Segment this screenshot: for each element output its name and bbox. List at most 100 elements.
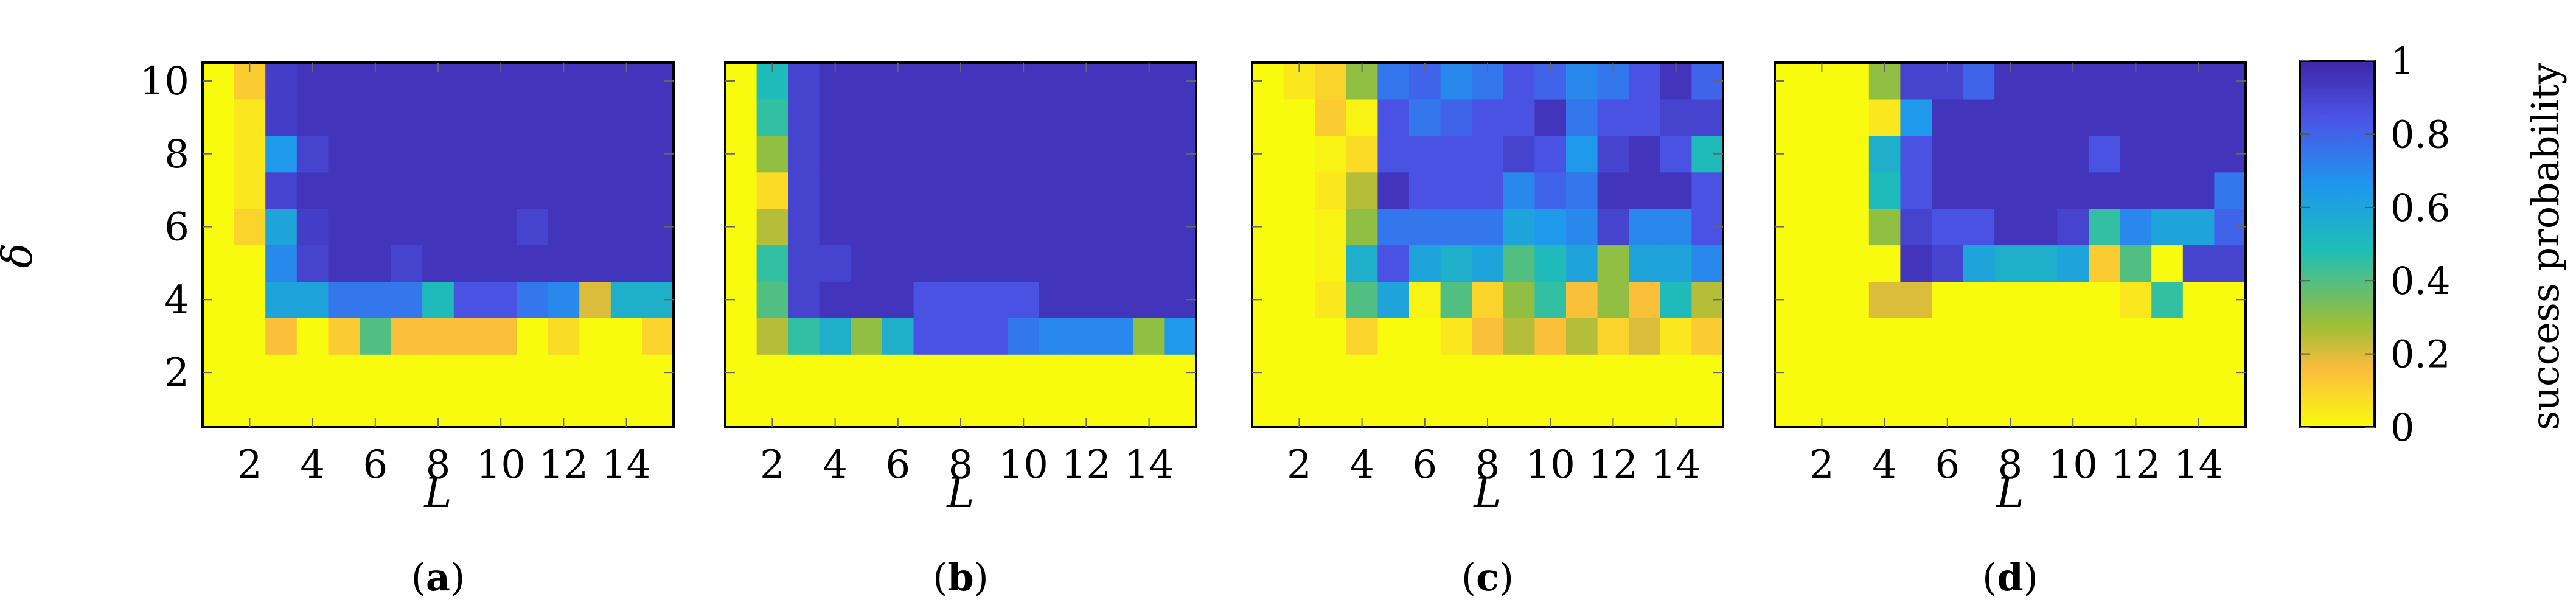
heatmap-cell [851,208,883,246]
heatmap-cell [1252,172,1284,209]
heatmap-cell [1503,281,1535,318]
y-tick-label: 10 [140,59,189,104]
heatmap-cell [788,172,820,209]
panel-label: (b) [933,555,989,599]
x-axis-label: L [1995,469,2024,517]
colorbar-tick-label: 0 [2390,405,2414,450]
heatmap-cell [234,135,266,173]
heatmap-cell [2089,354,2121,391]
heatmap-cell [1070,354,1102,391]
heatmap-cell [1806,99,1838,136]
heatmap-cell [1597,135,1629,173]
heatmap-cell [579,354,611,391]
heatmap-cell [1629,318,1661,355]
x-tick-label: 12 [1589,442,1638,487]
heatmap-cell [1534,245,1567,282]
heatmap-cell [453,391,486,428]
heatmap-cell [1039,135,1071,173]
heatmap-cell [788,354,820,391]
heatmap-cell [756,135,788,173]
heatmap-panel-2: 2 4 6 8 10 12 14 L (c) [1251,61,1724,599]
heatmap-cell [1994,281,2027,318]
heatmap-cell [1008,318,1040,355]
heatmap-cell [756,172,788,209]
heatmap-cell [1472,318,1504,355]
heatmap-cell [422,208,454,246]
heatmap-cell [1837,208,1870,246]
heatmap-cell [2151,391,2184,428]
heatmap-cell [945,208,977,246]
heatmap-cell [913,172,945,209]
heatmap-cell [296,245,329,282]
heatmap-cell [1377,354,1410,391]
heatmap-cell [1503,391,1535,428]
heatmap-cell [1102,354,1134,391]
heatmap-cell [1900,354,1932,391]
heatmap-cell [203,99,235,136]
heatmap-cell [203,318,235,355]
heatmap-cell [1315,318,1347,355]
heatmap-cell [328,99,360,136]
heatmap-cell [1597,318,1629,355]
heatmap-cell [1868,318,1901,355]
heatmap-cell [1566,135,1598,173]
heatmap-cell [882,281,914,318]
tick-marks [1775,63,2246,427]
heatmap-cell [1472,354,1504,391]
heatmap-cell [1377,99,1410,136]
heatmap-cell [2025,245,2058,282]
heatmap-cell [2151,135,2184,173]
heatmap-cell [1472,245,1504,282]
heatmap-cell [579,63,611,100]
heatmap-cell [265,63,298,100]
heatmap-cell [913,63,945,100]
heatmap-cell [391,245,423,282]
heatmap-cell [1597,281,1629,318]
heatmap-cell [1868,172,1901,209]
heatmap-cell [2182,208,2215,246]
heatmap-cell [1409,281,1441,318]
heatmap-cell [2151,281,2184,318]
heatmap-cell [1775,318,1807,355]
heatmap-cell [1868,245,1901,282]
heatmap-cell [725,318,757,355]
heatmap-cell [1534,318,1567,355]
heatmap-cell [1566,63,1598,100]
heatmap-cell [1252,245,1284,282]
heatmap-cell [265,99,298,136]
heatmap-cell [1377,63,1410,100]
heatmap-cell [976,391,1008,428]
heatmap-cell [1566,245,1598,282]
heatmap-cell [1346,208,1378,246]
x-tick-label: 10 [476,442,525,487]
heatmap-cell [851,391,883,428]
heatmap-cell [1377,318,1410,355]
x-axis-label: L [423,469,451,517]
heatmap-cell [579,99,611,136]
heatmap-cell [1346,99,1378,136]
heatmap-cell [1070,135,1102,173]
heatmap-cell [976,172,1008,209]
heatmap-cell [819,172,851,209]
heatmap-cell [788,391,820,428]
heatmap-cell [422,318,454,355]
heatmap-cell [1039,281,1071,318]
heatmap-cell [851,245,883,282]
heatmap-cell [296,354,329,391]
heatmap-cell [913,99,945,136]
heatmap-cell [1837,135,1870,173]
heatmap-cell [1691,391,1724,428]
heatmap-cell [1900,208,1932,246]
heatmap-cell [851,354,883,391]
heatmap-cell [851,135,883,173]
heatmap-cell [328,318,360,355]
heatmap-cell [2025,208,2058,246]
heatmap-cell [819,281,851,318]
heatmap-cell [642,391,674,428]
heatmap-cell [913,245,945,282]
heatmap-cell [265,245,298,282]
heatmap-cell [422,354,454,391]
heatmap-cell [819,208,851,246]
heatmap-cell [2025,135,2058,173]
heatmap-cell [1133,245,1165,282]
